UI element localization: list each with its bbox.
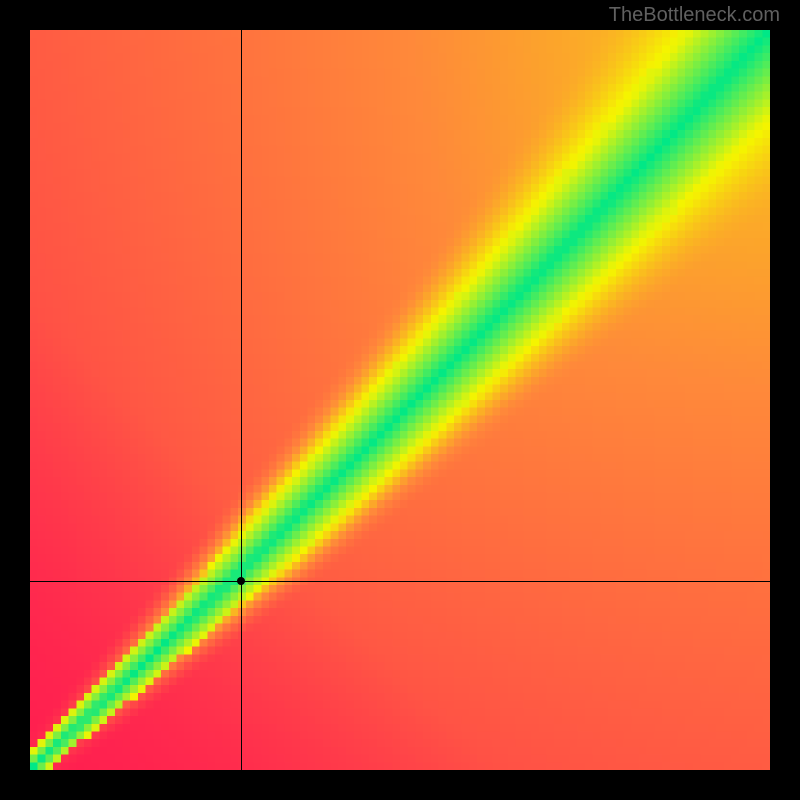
heatmap-canvas xyxy=(30,30,770,770)
crosshair-vertical xyxy=(241,30,242,770)
crosshair-horizontal xyxy=(30,581,770,582)
attribution-text: TheBottleneck.com xyxy=(609,4,780,27)
crosshair-marker-dot xyxy=(237,577,245,585)
bottleneck-heatmap xyxy=(30,30,770,770)
